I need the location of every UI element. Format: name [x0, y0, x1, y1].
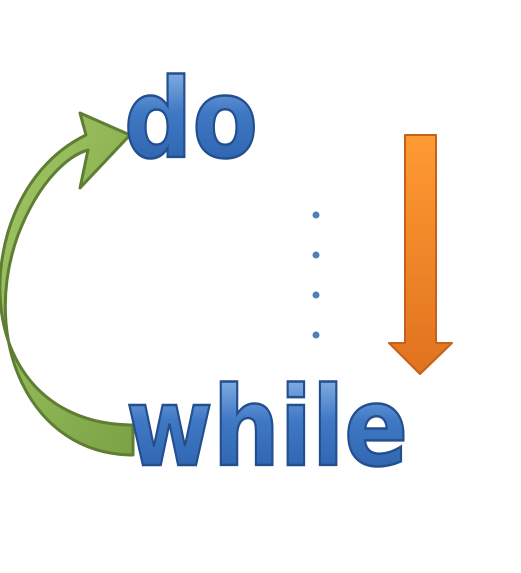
- dot: [312, 251, 320, 259]
- keyword-do: do: [124, 55, 258, 183]
- keyword-while: while: [126, 363, 408, 491]
- down-arrow-icon: [388, 134, 453, 375]
- dot: [312, 331, 320, 339]
- loop-back-arrow-icon: [0, 111, 135, 457]
- dot: [312, 291, 320, 299]
- continuation-dots: [312, 211, 320, 339]
- dot: [312, 211, 320, 219]
